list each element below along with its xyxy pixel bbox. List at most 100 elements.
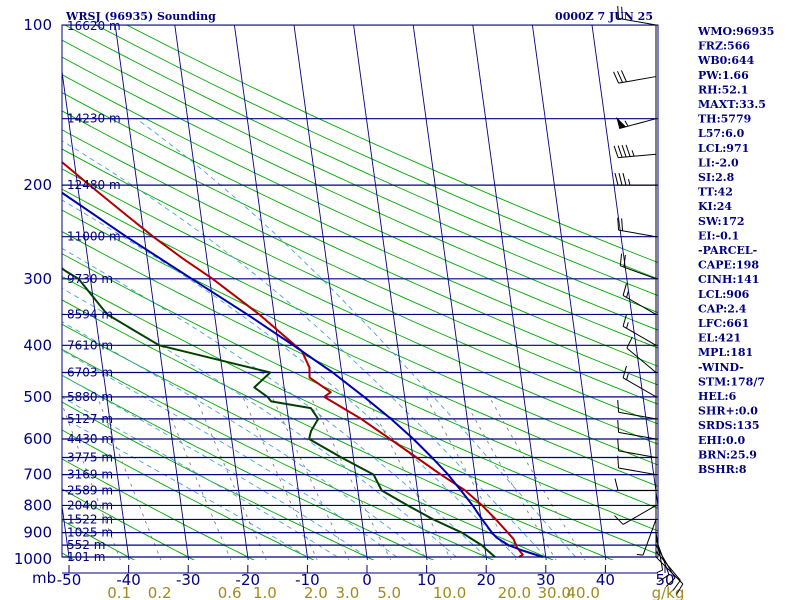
index-value: STM:178/7 bbox=[698, 375, 765, 388]
index-value: TH:5779 bbox=[698, 113, 751, 126]
temperature-tick-label: 20 bbox=[477, 571, 496, 589]
temperature-tick-label: 0 bbox=[362, 571, 372, 589]
dry-adiabat bbox=[62, 209, 658, 487]
pressure-tick-label: 1000 bbox=[14, 550, 52, 568]
mixing-ratio-tick-label: 0.6 bbox=[218, 584, 242, 600]
isotherm bbox=[114, 25, 190, 560]
dry-adiabat bbox=[95, 25, 658, 280]
pressure-tick-label: 500 bbox=[23, 388, 52, 406]
dry-adiabat bbox=[62, 39, 658, 314]
height-label: 8594 m bbox=[67, 307, 113, 321]
height-label: 7610 m bbox=[67, 338, 113, 352]
height-label: 2589 m bbox=[67, 484, 113, 498]
wind-barb bbox=[614, 478, 656, 492]
series-dew-point bbox=[62, 267, 496, 558]
height-label: 6703 m bbox=[67, 366, 113, 380]
mixing-ratio-tick-label: 10.0 bbox=[433, 584, 466, 600]
height-label: 552 m bbox=[67, 538, 105, 552]
index-value: EHI:0.0 bbox=[698, 434, 745, 447]
height-label: 1025 m bbox=[67, 526, 113, 540]
wind-barb bbox=[626, 336, 657, 373]
pressure-tick-label: 900 bbox=[23, 524, 52, 542]
pressure-unit-label: mb bbox=[32, 569, 56, 587]
wind-barb bbox=[619, 253, 657, 280]
mixing-ratio-line bbox=[271, 396, 350, 560]
mixing-ratio-tick-label: 0.2 bbox=[148, 584, 172, 600]
height-label: 11000 m bbox=[67, 230, 121, 244]
dry-adiabat bbox=[62, 148, 658, 425]
isotherm bbox=[62, 68, 130, 560]
height-label: 12480 m bbox=[67, 178, 121, 192]
index-value: LI:-2.0 bbox=[698, 156, 739, 169]
moist-adiabat bbox=[62, 140, 547, 558]
height-label: 3775 m bbox=[67, 450, 113, 464]
profile-layer bbox=[62, 160, 544, 558]
pressure-tick-label: 100 bbox=[23, 16, 52, 34]
index-value: EI:-0.1 bbox=[698, 229, 739, 242]
height-label: 5127 m bbox=[67, 412, 113, 426]
index-value: CAPE:198 bbox=[698, 259, 759, 272]
moist-adiabat bbox=[136, 118, 576, 558]
moist-adiabat bbox=[62, 287, 457, 558]
series-temperature bbox=[62, 160, 524, 558]
height-label: 4430 m bbox=[67, 432, 113, 446]
index-value: BRN:25.9 bbox=[698, 448, 757, 461]
wind-barb bbox=[617, 420, 657, 440]
wind-barb bbox=[613, 70, 657, 84]
height-label: 14230 m bbox=[67, 112, 121, 126]
index-value: MAXT:33.5 bbox=[698, 98, 766, 111]
index-value: FRZ:566 bbox=[698, 40, 750, 53]
index-value: L57:6.0 bbox=[698, 127, 745, 140]
mixing-ratio-line bbox=[195, 396, 267, 560]
pressure-tick-label: 400 bbox=[23, 336, 52, 354]
dry-adiabat bbox=[62, 299, 614, 560]
pressure-tick-label: 200 bbox=[23, 176, 52, 194]
pressure-tick-label: 700 bbox=[23, 466, 52, 484]
dry-adiabat bbox=[62, 519, 136, 560]
temperature-tick-label: -40 bbox=[116, 571, 141, 589]
isotherm bbox=[353, 25, 428, 560]
index-value: KI:24 bbox=[698, 200, 732, 213]
mixing-ratio-line bbox=[242, 396, 318, 560]
isotherm bbox=[472, 25, 547, 560]
temperature-tick-label: -10 bbox=[295, 571, 320, 589]
isotherm bbox=[591, 25, 658, 510]
index-value: EL:421 bbox=[698, 332, 741, 345]
index-value: HEL:6 bbox=[698, 390, 737, 403]
dry-adiabat bbox=[62, 253, 658, 532]
mixing-ratio-tick-label: 30.0 bbox=[537, 584, 570, 600]
dry-adiabat bbox=[62, 188, 658, 466]
dry-adiabat bbox=[62, 323, 555, 560]
index-value: WB0:644 bbox=[697, 54, 755, 67]
index-value: CAP:2.4 bbox=[698, 302, 747, 315]
wind-barb bbox=[617, 6, 657, 26]
wind-barb bbox=[617, 217, 657, 238]
moist-adiabat bbox=[62, 321, 427, 558]
isotherm bbox=[531, 25, 607, 560]
index-value: SHR+:0.0 bbox=[698, 405, 758, 418]
dry-adiabat bbox=[62, 275, 658, 555]
wind-barb-layer bbox=[613, 6, 684, 595]
dry-adiabat bbox=[62, 92, 658, 367]
index-value: -WIND- bbox=[698, 361, 744, 374]
index-value: MPL:181 bbox=[698, 346, 753, 359]
pressure-tick-label: 800 bbox=[23, 496, 52, 514]
mixing-ratio-tick-label: 40.0 bbox=[567, 584, 600, 600]
index-value: RH:52.1 bbox=[698, 83, 748, 96]
pressure-tick-label: 600 bbox=[23, 430, 52, 448]
moist-adiabat bbox=[62, 374, 368, 558]
mixing-ratio-tick-label: 5.0 bbox=[377, 584, 401, 600]
wind-barb bbox=[614, 505, 657, 525]
isotherm bbox=[293, 25, 368, 560]
index-value: SI:2.8 bbox=[698, 171, 735, 184]
moist-adiabat bbox=[62, 349, 398, 558]
chart-title: WRSJ (96935) Sounding bbox=[65, 10, 216, 23]
index-value: WMO:96935 bbox=[697, 25, 774, 38]
index-value: SW:172 bbox=[698, 215, 745, 228]
isotherm bbox=[233, 25, 309, 560]
moist-adiabat bbox=[62, 247, 487, 558]
temperature-tick-label: -30 bbox=[176, 571, 201, 589]
